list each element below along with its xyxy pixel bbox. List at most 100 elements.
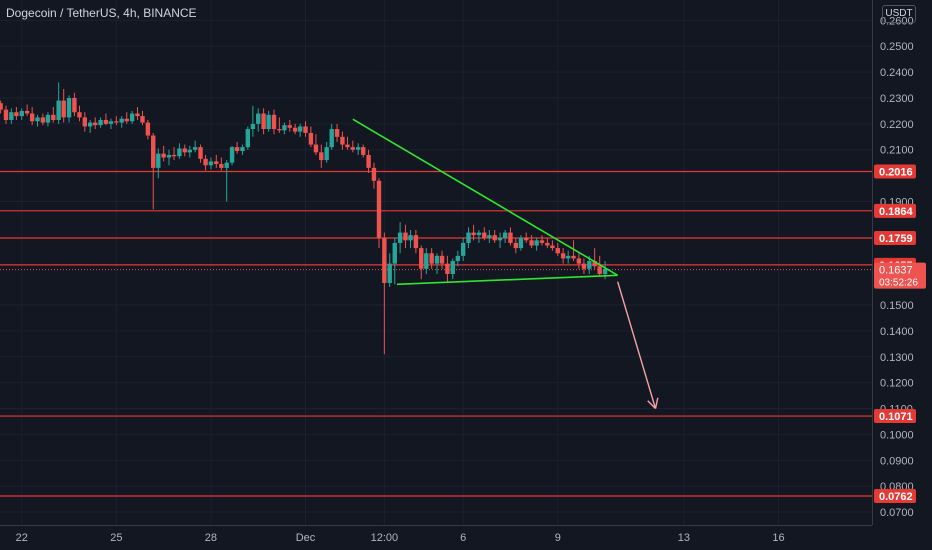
candle-body [135, 113, 140, 117]
time-tick-label: Dec [296, 532, 316, 544]
candle-body [56, 100, 61, 120]
candle-body [550, 245, 555, 249]
level-price-label: 0.0762 [879, 491, 913, 503]
candle-body [534, 240, 539, 246]
candle-body [219, 163, 224, 168]
candle-body [529, 240, 534, 246]
candle-body [282, 125, 287, 131]
candle-body [382, 237, 387, 284]
candle-body [171, 154, 177, 157]
candle-body [434, 255, 440, 264]
candle-body [266, 114, 271, 130]
candle-body [40, 117, 46, 123]
level-price-tag [874, 489, 916, 504]
candle-body [129, 113, 135, 122]
candle-body [403, 232, 408, 241]
candle-body [3, 109, 9, 120]
trendline [352, 118, 619, 276]
candle-body [192, 147, 198, 150]
candle-body [277, 129, 282, 131]
candle-body [502, 232, 508, 238]
candle-body [587, 261, 592, 269]
time-tick-label: 12:00 [371, 532, 399, 544]
candle-body [250, 123, 256, 130]
candle-body [460, 242, 466, 256]
candle-body [482, 232, 487, 238]
level-price-tag [874, 409, 916, 424]
candle-body [98, 119, 103, 126]
candle-body [145, 122, 151, 136]
candle-body [361, 147, 366, 155]
candle-body [392, 242, 397, 264]
candle-body [492, 235, 497, 241]
candle-body [72, 97, 77, 113]
level-price-tag [874, 164, 916, 179]
candle-body [376, 180, 382, 238]
candle-body [0, 103, 3, 110]
candle-body [345, 144, 350, 148]
price-tick-label: 0.1400 [880, 326, 914, 338]
candle-body [571, 255, 576, 259]
candle-body [187, 149, 193, 153]
candle-body [597, 266, 602, 274]
candle-body [560, 253, 566, 259]
candle-body [140, 116, 145, 123]
candle-body [229, 147, 235, 163]
candle-body [256, 113, 261, 124]
symbol-title[interactable]: Dogecoin / TetherUS, 4h, BINANCE [6, 6, 197, 20]
candle-body [466, 232, 471, 243]
candle-body [119, 118, 124, 123]
time-tick-label: 13 [678, 532, 690, 544]
candle-body [161, 153, 166, 158]
candle-body [245, 129, 251, 148]
candle-body [61, 100, 66, 118]
candle-body [297, 126, 303, 132]
price-tick-label: 0.2200 [880, 119, 914, 131]
candle-body [355, 147, 361, 150]
candle-body [329, 129, 334, 148]
candle-body [87, 122, 93, 127]
candle-body [303, 126, 308, 133]
price-tick-label: 0.2400 [880, 67, 914, 79]
candle-body [476, 232, 482, 236]
candle-body [240, 147, 245, 152]
candle-body [413, 235, 419, 249]
price-tick-label: 0.2500 [880, 41, 914, 53]
candle-body [214, 161, 219, 164]
candle-body [66, 97, 72, 118]
candle-body [166, 154, 172, 158]
candle-body [471, 232, 476, 236]
price-tick-label: 0.2100 [880, 145, 914, 157]
candle-body [524, 237, 529, 241]
candle-body [9, 112, 14, 120]
candle-body [203, 158, 208, 166]
price-tick-label: 0.0700 [880, 507, 914, 519]
candle-body [82, 117, 88, 127]
axis-corner [873, 526, 932, 550]
time-tick-label: 9 [555, 532, 561, 544]
candle-body [114, 121, 119, 123]
candle-body [439, 255, 445, 264]
time-tick-label: 25 [110, 532, 122, 544]
candle-body [429, 253, 434, 264]
candle-body [29, 113, 35, 122]
time-tick-label: 6 [460, 532, 466, 544]
candle-body [497, 237, 503, 241]
price-tick-label: 0.1500 [880, 300, 914, 312]
candle-body [24, 110, 30, 114]
candle-body [513, 242, 519, 249]
candle-body [124, 118, 129, 122]
candle-body [397, 232, 403, 243]
last-price-tag [874, 262, 926, 289]
candle-body [371, 167, 377, 181]
candle-body [340, 136, 345, 145]
candle-body [387, 263, 392, 284]
candle-body [177, 148, 182, 157]
currency-button[interactable]: USDT [882, 5, 916, 23]
candle-body [539, 240, 545, 243]
candle-body [45, 114, 51, 123]
candle-body [224, 162, 229, 168]
level-price-label: 0.2016 [879, 166, 913, 178]
price-tick-label: 0.2600 [880, 15, 914, 27]
